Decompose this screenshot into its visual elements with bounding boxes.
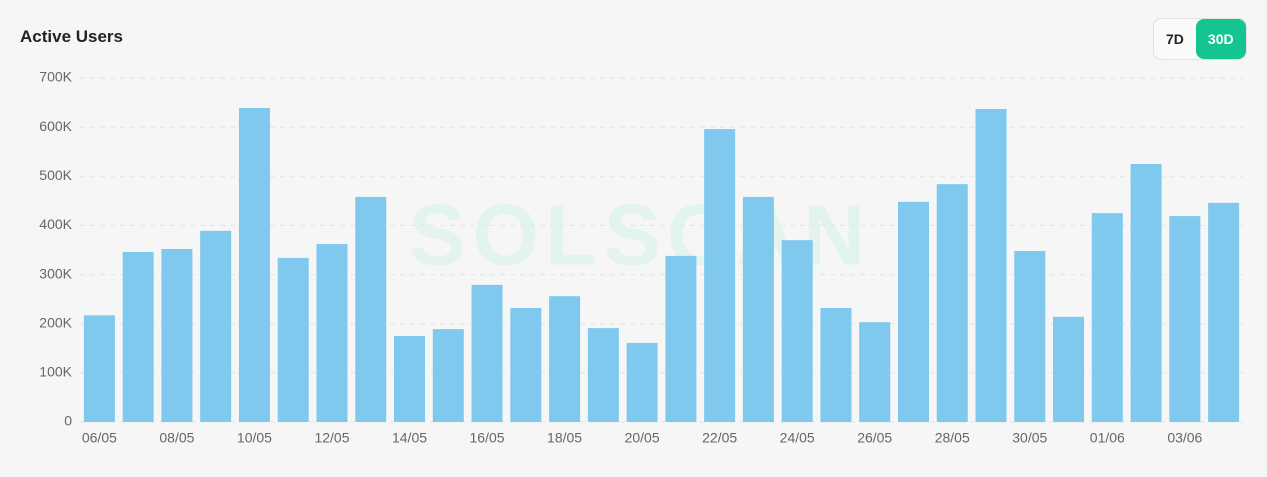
x-tick-label: 03/06 bbox=[1167, 430, 1202, 446]
bar bbox=[1130, 164, 1162, 422]
bar bbox=[936, 184, 968, 422]
bar bbox=[897, 201, 929, 422]
bar bbox=[626, 342, 658, 422]
x-tick-label: 01/06 bbox=[1090, 430, 1125, 446]
bar bbox=[471, 284, 503, 422]
bar bbox=[238, 107, 270, 422]
y-tick-label: 200K bbox=[39, 314, 72, 330]
bar bbox=[1014, 250, 1046, 422]
bar bbox=[355, 196, 387, 422]
x-tick-label: 12/05 bbox=[314, 430, 349, 446]
x-tick-label: 24/05 bbox=[780, 430, 815, 446]
x-tick-label: 14/05 bbox=[392, 430, 427, 446]
x-tick-label: 30/05 bbox=[1012, 430, 1047, 446]
bar bbox=[316, 244, 348, 422]
y-tick-label: 0 bbox=[64, 413, 72, 429]
bar bbox=[122, 251, 154, 422]
y-tick-label: 100K bbox=[39, 364, 72, 380]
bar bbox=[704, 129, 736, 422]
y-tick-label: 500K bbox=[39, 167, 72, 183]
bar bbox=[859, 322, 891, 422]
bar bbox=[549, 296, 581, 422]
bar bbox=[394, 336, 426, 422]
y-tick-label: 300K bbox=[39, 265, 72, 281]
bar bbox=[161, 249, 193, 422]
x-tick-label: 28/05 bbox=[935, 430, 970, 446]
y-tick-label: 600K bbox=[39, 118, 72, 134]
bar bbox=[1053, 316, 1085, 422]
x-tick-label: 08/05 bbox=[159, 430, 194, 446]
x-tick-label: 16/05 bbox=[470, 430, 505, 446]
x-tick-label: 10/05 bbox=[237, 430, 272, 446]
x-tick-label: 20/05 bbox=[625, 430, 660, 446]
range-toggle: 7D 30D bbox=[1153, 18, 1247, 60]
bar bbox=[1169, 216, 1201, 422]
bar bbox=[781, 240, 813, 422]
range-button[interactable]: 7D bbox=[1166, 31, 1184, 47]
bar bbox=[1091, 213, 1123, 422]
y-tick-label: 400K bbox=[39, 216, 72, 232]
bar bbox=[277, 257, 309, 422]
bar bbox=[742, 196, 774, 422]
x-tick-label: 18/05 bbox=[547, 430, 582, 446]
bar bbox=[200, 230, 232, 422]
x-tick-label: 06/05 bbox=[82, 430, 117, 446]
bar bbox=[1208, 202, 1240, 422]
bar bbox=[587, 328, 619, 422]
panel-title: Active Users bbox=[20, 27, 124, 46]
y-tick-label: 700K bbox=[39, 69, 72, 85]
x-tick-label: 26/05 bbox=[857, 430, 892, 446]
range-button[interactable]: 30D bbox=[1195, 19, 1246, 59]
bar bbox=[83, 315, 115, 422]
bar bbox=[665, 255, 697, 422]
bar bbox=[432, 329, 464, 422]
x-tick-label: 22/05 bbox=[702, 430, 737, 446]
bar bbox=[975, 108, 1007, 423]
bar bbox=[820, 307, 852, 422]
bar bbox=[510, 307, 542, 422]
